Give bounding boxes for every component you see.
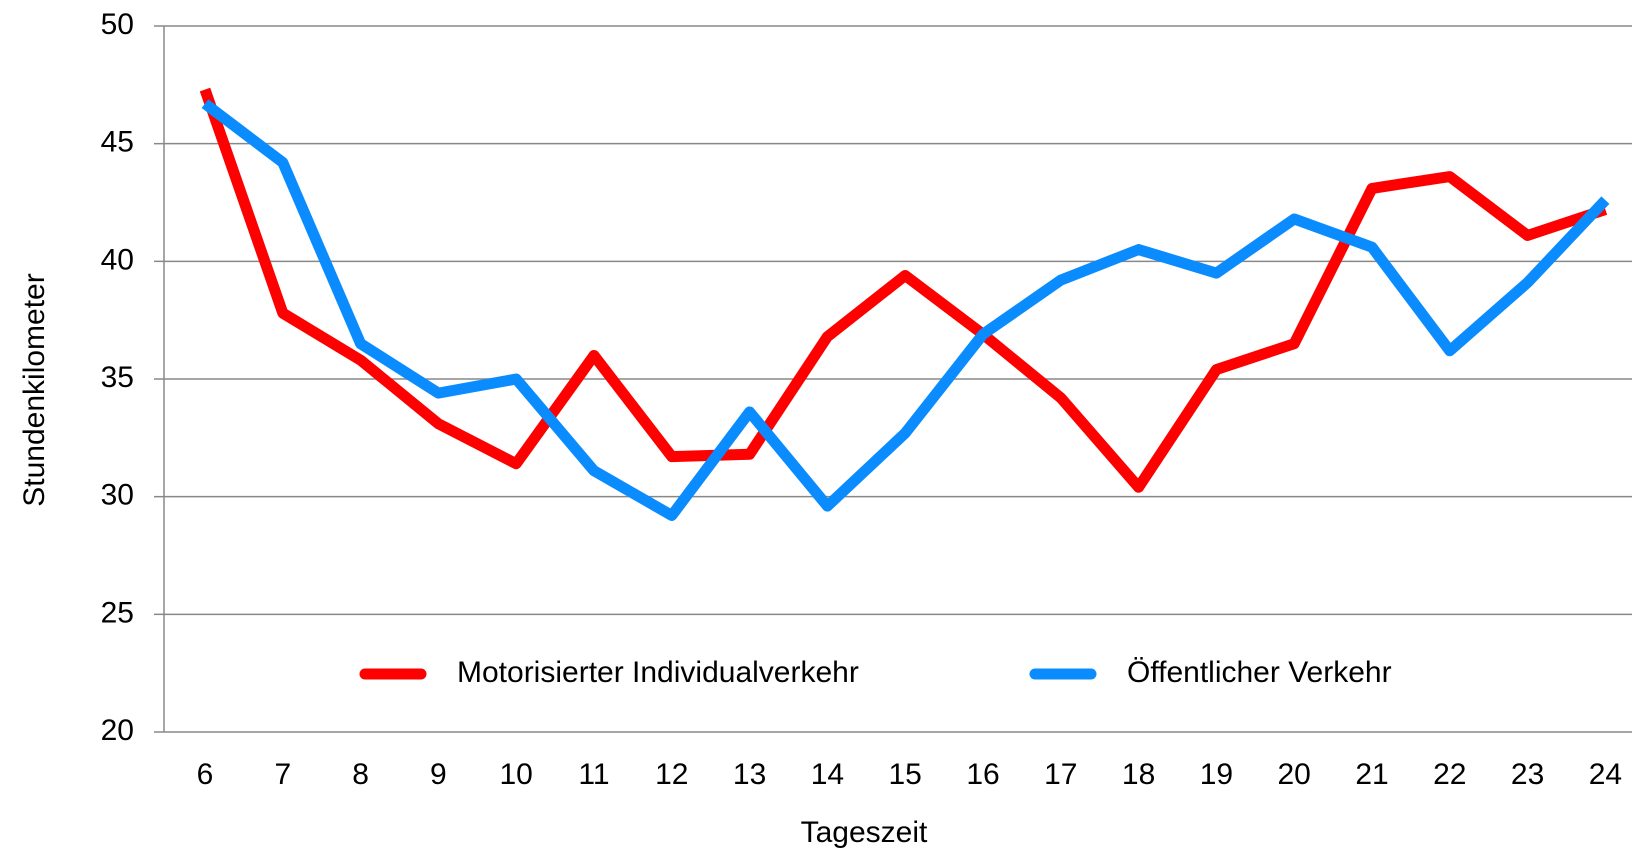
x-axis-label: Tageszeit [801, 816, 928, 849]
x-tick-label: 17 [1044, 758, 1077, 791]
y-tick-label: 20 [101, 714, 134, 747]
x-tick-label: 11 [578, 758, 609, 791]
y-axis-label: Stundenkilometer [18, 273, 51, 506]
x-tick-label: 18 [1122, 758, 1155, 791]
legend-label: Motorisierter Individualverkehr [457, 656, 859, 689]
x-tick-label: 22 [1433, 758, 1466, 791]
x-tick-label: 6 [197, 758, 214, 791]
x-tick-label: 14 [811, 758, 844, 791]
x-tick-label: 10 [500, 758, 533, 791]
x-tick-label: 13 [733, 758, 766, 791]
x-tick-label: 19 [1200, 758, 1233, 791]
x-tick-label: 15 [889, 758, 922, 791]
x-tick-label: 16 [966, 758, 999, 791]
y-tick-label: 45 [101, 126, 134, 159]
x-tick-label: 8 [352, 758, 369, 791]
legend-label: Öffentlicher Verkehr [1127, 656, 1392, 689]
line-series [199, 87, 1608, 493]
x-tick-label: 7 [274, 758, 291, 791]
x-tick-label: 21 [1355, 758, 1388, 791]
y-tick-label: 50 [101, 8, 134, 41]
x-tick-label: 23 [1511, 758, 1544, 791]
x-tick-label: 24 [1589, 758, 1622, 791]
y-tick-label: 40 [101, 243, 134, 276]
y-tick-label: 25 [101, 596, 134, 629]
x-tick-label: 9 [430, 758, 447, 791]
line-series [201, 99, 1610, 521]
x-tick-label: 12 [655, 758, 688, 791]
y-tick-label: 30 [101, 479, 134, 512]
x-tick-label: 20 [1278, 758, 1311, 791]
y-tick-label: 35 [101, 361, 134, 394]
